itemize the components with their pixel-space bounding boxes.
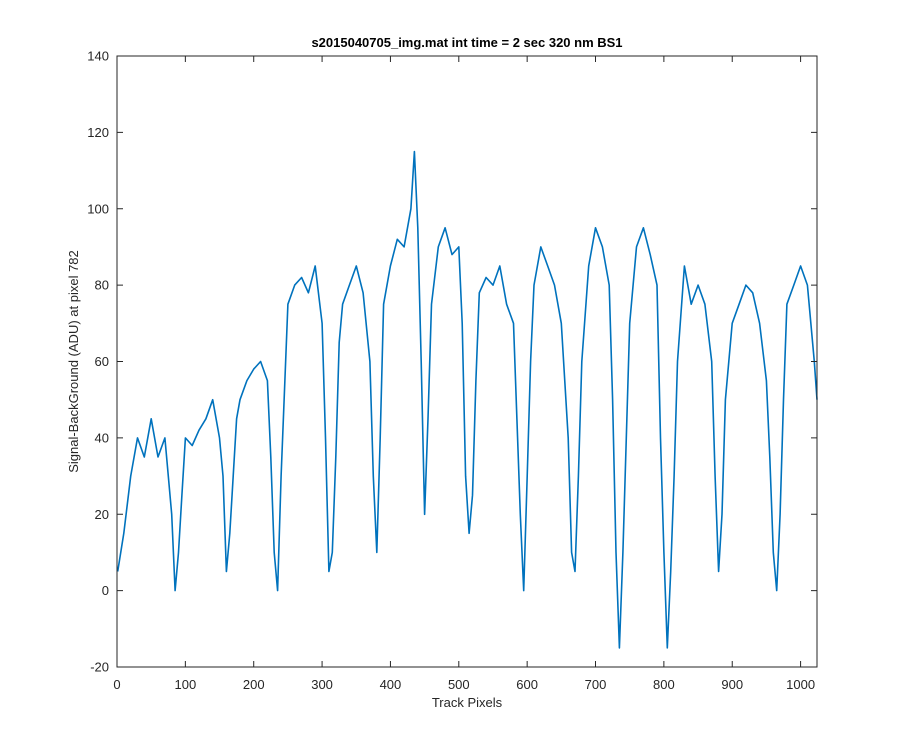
- x-tick-label: 600: [516, 677, 538, 692]
- y-tick-label: 60: [95, 354, 109, 369]
- y-tick-label: 0: [102, 583, 109, 598]
- y-tick-label: 120: [87, 125, 109, 140]
- x-axis-label: Track Pixels: [432, 695, 503, 710]
- series-line: [116, 150, 818, 649]
- x-tick-label: 700: [585, 677, 607, 692]
- plot-area: [116, 55, 818, 668]
- y-tick-label: 40: [95, 430, 109, 445]
- x-tick-label: 400: [380, 677, 402, 692]
- x-tick-label: 0: [113, 677, 120, 692]
- y-tick-label: 140: [87, 49, 109, 64]
- y-tick-label: 100: [87, 201, 109, 216]
- plot-background: [117, 56, 817, 667]
- x-axis: 0 100 200 300 400 500 600 700 800 900 1000: [113, 56, 815, 692]
- x-tick-label: 800: [653, 677, 675, 692]
- y-tick-label: 20: [95, 507, 109, 522]
- y-tick-label: 80: [95, 278, 109, 293]
- y-tick-label: -20: [90, 660, 109, 675]
- x-tick-label: 900: [721, 677, 743, 692]
- y-axis-label: Signal-BackGround (ADU) at pixel 782: [66, 250, 81, 473]
- x-tick-label: 500: [448, 677, 470, 692]
- x-tick-label: 300: [311, 677, 333, 692]
- x-tick-label: 1000: [786, 677, 815, 692]
- x-tick-label: 100: [175, 677, 197, 692]
- chart-title: s2015040705_img.mat int time = 2 sec 320…: [311, 35, 622, 50]
- y-axis: -20 0 20 40 60 80 100 120 140: [87, 49, 817, 675]
- x-tick-label: 200: [243, 677, 265, 692]
